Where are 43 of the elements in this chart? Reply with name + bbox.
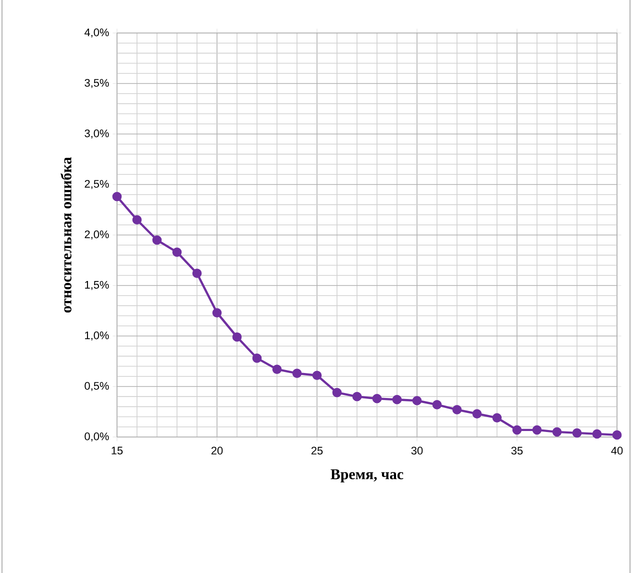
x-tick-label: 30 xyxy=(411,446,423,455)
x-tick-label: 20 xyxy=(211,446,223,455)
point xyxy=(472,409,482,418)
point xyxy=(572,428,582,438)
point xyxy=(392,394,402,404)
y-tick-label: 0,0% xyxy=(84,432,109,442)
y-axis-title: относительная ошибка xyxy=(60,157,72,312)
point xyxy=(232,332,242,342)
y-tick-label: 3,0% xyxy=(84,129,109,139)
y-tick-label: 1,0% xyxy=(85,331,109,341)
point xyxy=(532,425,542,435)
point xyxy=(372,394,382,404)
x-tick-label: 15 xyxy=(112,446,123,454)
y-tick-label: 3,5% xyxy=(84,78,109,88)
y-tick-label: 2,5% xyxy=(84,180,109,190)
point xyxy=(132,215,142,225)
x-tick-label: 25 xyxy=(311,446,323,455)
x-axis-title: Время, час xyxy=(330,469,404,482)
point xyxy=(192,268,202,278)
point xyxy=(112,192,122,202)
point xyxy=(412,396,422,406)
point xyxy=(552,427,562,437)
point xyxy=(452,405,462,414)
point xyxy=(172,247,182,257)
y-tick-label: 4,0% xyxy=(84,28,109,38)
point xyxy=(512,425,522,435)
point xyxy=(312,370,322,380)
point xyxy=(592,429,602,439)
point xyxy=(152,235,162,245)
point xyxy=(612,430,622,440)
x-tick-label: 35 xyxy=(511,446,523,455)
point xyxy=(432,400,442,410)
point xyxy=(272,364,282,374)
point xyxy=(352,392,362,402)
x-tick-label: 40 xyxy=(611,446,623,455)
point xyxy=(292,368,302,378)
point xyxy=(332,388,342,398)
y-tick-label: 0,5% xyxy=(84,382,109,392)
point xyxy=(492,413,502,422)
y-tick-label: 1,5% xyxy=(85,280,109,290)
point xyxy=(252,354,262,363)
point xyxy=(212,308,222,318)
y-tick-label: 2,0% xyxy=(84,230,109,240)
